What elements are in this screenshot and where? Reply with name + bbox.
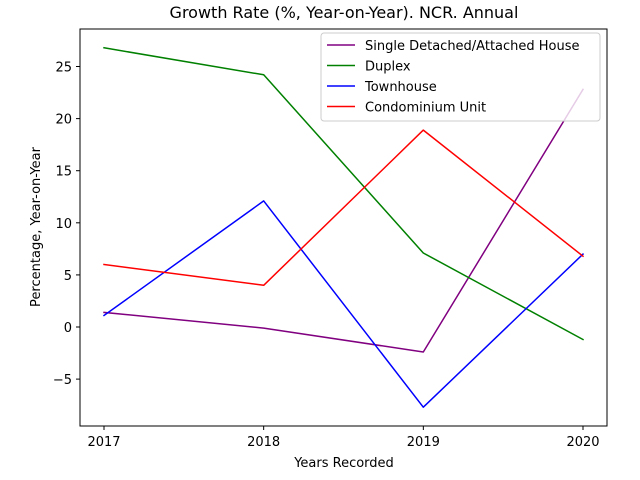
y-tick-label: 0 <box>64 321 72 336</box>
y-tick-label: 10 <box>55 217 72 232</box>
y-tick-label: −5 <box>53 373 72 388</box>
legend-label: Townhouse <box>364 80 437 95</box>
legend: Single Detached/Attached House Duplex Town… <box>320 32 601 122</box>
legend-label: Single Detached/Attached House <box>365 39 580 54</box>
legend-label: Condominium Unit <box>365 101 486 116</box>
x-tick-label: 2020 <box>566 435 599 450</box>
y-axis-label: Percentage, Year-on-Year <box>29 146 44 307</box>
plot-frame <box>79 28 608 427</box>
legend-box <box>320 32 601 122</box>
series-line-2 <box>102 200 585 408</box>
x-tick-label: 2019 <box>407 435 440 450</box>
x-tick-label: 2017 <box>87 435 120 450</box>
x-axis-label: Years Recorded <box>293 456 394 471</box>
series-line-1 <box>103 46 585 341</box>
plot-lines <box>102 46 585 408</box>
y-tick-label: 15 <box>55 165 72 180</box>
x-tick-label: 2018 <box>247 435 280 450</box>
y-tick-label: 20 <box>55 113 72 128</box>
y-tick-label: 5 <box>64 269 72 284</box>
series-line-0 <box>103 88 585 353</box>
y-tick-label: 25 <box>55 61 72 76</box>
legend-label: Duplex <box>365 60 411 75</box>
y-axis-ticks: −5 0 5 10 15 20 25 <box>53 61 80 388</box>
series-line-3 <box>103 129 585 287</box>
x-axis-ticks: 2017 2018 2019 2020 <box>87 426 600 450</box>
chart-title: Growth Rate (%, Year-on-Year). NCR. Annu… <box>170 3 519 22</box>
